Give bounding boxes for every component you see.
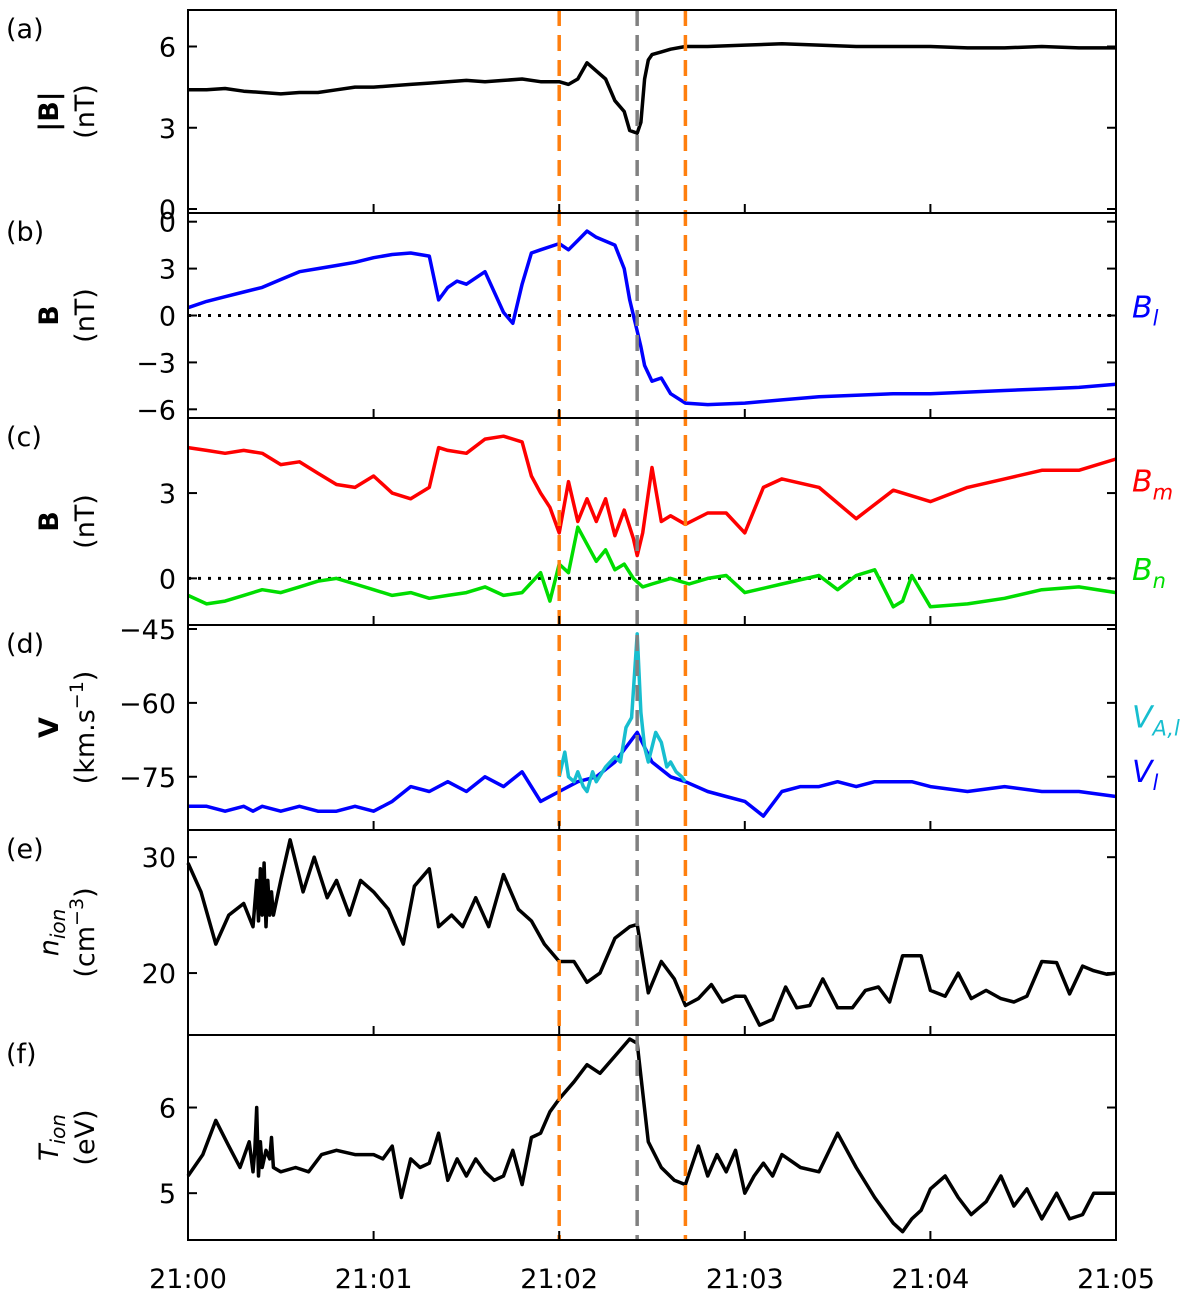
legend-base: B <box>1132 465 1153 500</box>
legend-sub: m <box>1153 481 1173 505</box>
legend-base: B <box>1132 291 1153 326</box>
y-tick-label: 3 <box>159 479 176 510</box>
y-tick-label: 3 <box>159 255 176 286</box>
panel-letter: (a) <box>6 14 44 45</box>
x-tick-label: 21:02 <box>520 1264 598 1295</box>
panel-letter: (e) <box>6 834 44 865</box>
panel-f: 5 6 (f) Tion (eV) <box>6 1037 1116 1234</box>
y-axis-label-symbol: B <box>34 511 65 532</box>
y-axis-label-symbol: nion <box>34 909 70 957</box>
legend-entry: VA,l <box>1132 701 1180 741</box>
y-tick-label: 5 <box>159 1179 176 1210</box>
y-axis-label-unit: (km.s−1) <box>66 671 101 785</box>
y-axis-label-unit: (nT) <box>70 84 101 139</box>
y-axis-unit-sup: −3 <box>66 898 88 926</box>
y-tick-label: −3 <box>136 348 176 379</box>
legend-sub: l <box>1153 307 1159 331</box>
y-axis-label-symbol: V <box>34 717 65 738</box>
legend-entry: Bl <box>1132 291 1159 331</box>
y-tick-label: 0 <box>159 564 176 595</box>
legend-entry: Vl <box>1132 755 1159 795</box>
y-tick-label: −45 <box>119 615 176 646</box>
panel-a: 0 3 6 (a) |B| (nT) <box>6 14 1116 226</box>
y-axis-label-sub: ion <box>46 1114 70 1144</box>
y-axis-label: nion(cm−3) <box>34 887 101 977</box>
y-axis-label: V (km.s−1) <box>34 671 101 785</box>
y-axis-label-unit: (nT) <box>70 494 101 549</box>
y-tick-label: 6 <box>159 33 176 64</box>
y-tick-label: 6 <box>159 1094 176 1125</box>
y-axis-unit-text: (km.s <box>70 709 101 784</box>
x-tick-label: 21:03 <box>706 1264 784 1295</box>
legend-sub: l <box>1153 771 1159 795</box>
panel-e: 20 30 (e) nion(cm−3) <box>6 834 1117 1027</box>
y-tick-label: 0 <box>159 195 176 226</box>
axes-frame <box>187 624 1117 831</box>
legend-sub: A,l <box>1151 717 1180 741</box>
y-axis-label-base: T <box>34 1142 65 1161</box>
y-axis-unit-sup: −1 <box>66 681 88 709</box>
y-axis-unit-tail: ) <box>70 887 101 898</box>
panel-d: −75−60−45(d)V (km.s−1)VA,lVl <box>6 615 1180 818</box>
axes-frames <box>187 9 1117 1241</box>
legend-sub: n <box>1153 569 1166 593</box>
y-axis-label-unit: (nT) <box>70 288 101 343</box>
panel-letter: (d) <box>6 629 44 660</box>
y-tick-label: 30 <box>142 843 176 874</box>
x-tick-label: 21:01 <box>335 1264 413 1295</box>
y-axis-label-symbol: B <box>34 305 65 326</box>
legend-entry: Bm <box>1132 465 1173 505</box>
x-tick-label: 21:05 <box>1077 1264 1155 1295</box>
panel-letter: (c) <box>6 422 42 453</box>
x-axis: 21:00 21:01 21:02 21:03 21:04 21:05 <box>149 204 1155 1295</box>
x-tick-label: 21:04 <box>891 1264 969 1295</box>
y-tick-label: 0 <box>159 208 176 239</box>
y-axis-label-unit: (cm−3) <box>66 887 101 977</box>
y-tick-label: −60 <box>119 689 176 720</box>
y-axis-unit-text: (nT) <box>70 288 101 343</box>
panel-letter: (b) <box>6 217 44 248</box>
panel-letter: (f) <box>6 1039 37 1070</box>
series-line-panel-5 <box>186 1037 1116 1234</box>
y-axis-unit-text: (nT) <box>70 494 101 549</box>
series-line-panel-4 <box>186 838 1117 1027</box>
y-tick-label: −75 <box>119 763 176 794</box>
y-axis-label: B (nT) <box>34 288 101 343</box>
y-tick-label: −6 <box>136 395 176 426</box>
y-axis-label-base: n <box>34 939 65 956</box>
y-tick-label: 20 <box>142 959 176 990</box>
axes-frame <box>187 1034 1117 1241</box>
axes-frame <box>187 212 1117 419</box>
y-axis-label: Tion (eV) <box>34 1109 101 1165</box>
y-axis-label-sub: ion <box>46 909 70 939</box>
series-line-b-l <box>187 229 1117 407</box>
series-line-v-a-l <box>557 632 687 794</box>
y-axis-unit-tail: ) <box>70 671 101 682</box>
y-axis-label: |B| (nT) <box>34 84 101 139</box>
x-tick-label: 21:00 <box>149 1264 227 1295</box>
legend-base: V <box>1132 701 1155 736</box>
series-line-b-m <box>187 434 1117 558</box>
y-axis-label-unit: (eV) <box>70 1109 101 1165</box>
series-line-panel-0 <box>188 42 1116 135</box>
legend-base: V <box>1132 755 1155 790</box>
y-tick-label: 3 <box>159 114 176 145</box>
y-axis-label-symbol: |B| <box>34 91 65 131</box>
axes-frame <box>187 9 1117 214</box>
y-axis-label: B (nT) <box>34 494 101 549</box>
legend-entry: Bn <box>1132 553 1166 593</box>
y-axis-unit-text: (eV) <box>70 1109 101 1165</box>
axes-frame <box>187 829 1117 1036</box>
series-line-b-n <box>187 525 1117 609</box>
y-tick-label: 0 <box>159 302 176 333</box>
y-axis-unit-text: (cm <box>70 926 101 978</box>
axes-frame <box>187 417 1117 626</box>
legend-base: B <box>1132 553 1153 588</box>
y-axis-label-symbol: Tion <box>34 1114 70 1161</box>
y-axis-unit-text: (nT) <box>70 84 101 139</box>
